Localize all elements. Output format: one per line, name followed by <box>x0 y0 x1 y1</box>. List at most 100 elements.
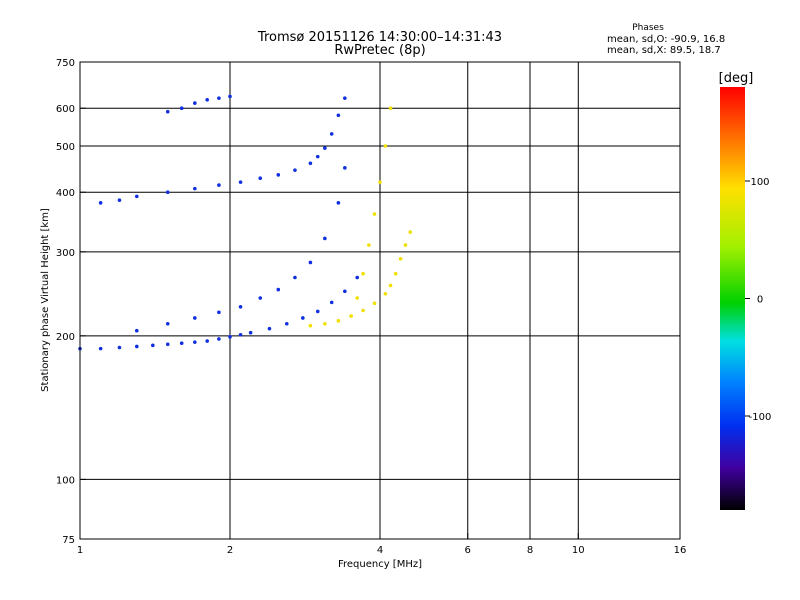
data-point <box>361 271 365 276</box>
data-point <box>343 96 347 100</box>
data-point <box>179 106 184 111</box>
plot-area: 1 2 4 6 8 10 16 75 100 200 300 400 500 600 750 <box>56 58 686 556</box>
y-tick-label: 750 <box>56 58 75 69</box>
phases-title: Phases <box>632 23 664 33</box>
phases-x-stats: mean, sd,X: 89.5, 18.7 <box>607 45 721 56</box>
colorbar-tick-label: 0 <box>757 295 763 306</box>
y-tick-label: 100 <box>56 475 75 486</box>
data-point <box>323 236 327 241</box>
data-point <box>308 323 313 328</box>
data-point <box>165 342 170 347</box>
data-point <box>117 198 122 202</box>
data-point <box>165 109 170 114</box>
data-point <box>323 146 327 150</box>
colorbar-tick-label: 100 <box>750 177 769 188</box>
data-point <box>179 341 184 345</box>
data-point <box>267 326 272 331</box>
data-point <box>193 316 197 320</box>
data-point <box>383 144 388 148</box>
chart-title: Tromsø 20151126 14:30:00–14:31:43 <box>257 30 502 45</box>
data-point <box>329 132 334 136</box>
data-point <box>165 190 170 195</box>
data-point <box>217 96 221 100</box>
x-tick-label: 6 <box>465 545 471 556</box>
data-point <box>98 346 103 351</box>
data-point <box>165 321 170 326</box>
data-point <box>378 180 382 184</box>
data-point <box>403 243 408 247</box>
y-tick-label: 400 <box>56 188 75 199</box>
data-point <box>301 316 305 320</box>
data-point <box>367 243 371 247</box>
data-point <box>228 94 232 99</box>
data-point <box>134 328 139 333</box>
data-point <box>193 340 197 344</box>
data-point <box>349 314 353 318</box>
data-point <box>151 343 155 348</box>
data-point <box>329 300 334 305</box>
data-point <box>134 194 139 199</box>
data-point <box>217 310 221 315</box>
x-tick-label: 16 <box>674 545 687 556</box>
x-tick-label: 10 <box>572 545 585 556</box>
x-axis-label: Frequency [MHz] <box>338 559 422 570</box>
data-point <box>98 201 103 205</box>
data-point <box>355 296 359 300</box>
data-point <box>372 301 377 306</box>
x-tick-label: 8 <box>527 545 533 556</box>
y-axis-label: Stationary phase Virtual Height [km] <box>40 208 51 392</box>
colorbar <box>720 87 745 510</box>
data-point <box>308 260 313 265</box>
x-tick-label: 2 <box>227 545 233 556</box>
data-point <box>315 309 320 314</box>
y-tick-label: 300 <box>56 248 75 259</box>
y-tick-label: 75 <box>62 535 75 546</box>
data-point <box>343 166 347 170</box>
chart-subtitle: RwPretec (8p) <box>334 43 425 58</box>
data-point <box>336 319 341 323</box>
data-point <box>217 337 221 341</box>
data-point <box>238 305 243 309</box>
data-point <box>193 186 197 191</box>
data-point <box>361 308 365 313</box>
data-point <box>336 201 341 205</box>
data-point <box>315 154 320 159</box>
x-tick-label: 4 <box>377 545 383 556</box>
data-point <box>323 321 327 326</box>
colorbar-ticks: 100 0 -100 <box>745 177 771 423</box>
data-point <box>134 344 139 349</box>
data-point <box>248 330 253 335</box>
phases-o-stats: mean, sd,O: -90.9, 16.8 <box>607 34 725 45</box>
data-point <box>383 291 388 296</box>
data-point <box>258 296 263 300</box>
data-point <box>336 113 341 118</box>
data-point <box>343 289 347 294</box>
data-point <box>388 283 393 288</box>
data-point <box>293 275 297 280</box>
data-point <box>372 212 377 216</box>
data-point <box>258 176 263 181</box>
y-tick-label: 200 <box>56 332 75 343</box>
data-point <box>217 183 221 187</box>
data-point <box>228 335 232 339</box>
data-point <box>393 271 398 276</box>
y-tick-label: 500 <box>56 142 75 153</box>
data-point <box>238 332 243 337</box>
x-tick-label: 1 <box>77 545 83 556</box>
data-point <box>276 173 281 177</box>
colorbar-tick-label: -100 <box>749 412 772 423</box>
data-point <box>205 339 209 343</box>
data-point <box>117 345 122 350</box>
colorbar-label: [deg] <box>719 71 754 86</box>
data-point <box>388 106 393 111</box>
data-point <box>398 257 403 261</box>
y-tick-label: 600 <box>56 104 75 115</box>
data-point <box>308 161 313 166</box>
data-point <box>205 97 209 102</box>
data-point <box>355 275 359 280</box>
data-point <box>276 287 281 292</box>
data-point <box>293 168 297 172</box>
data-point <box>284 321 289 326</box>
data-point <box>193 101 197 105</box>
